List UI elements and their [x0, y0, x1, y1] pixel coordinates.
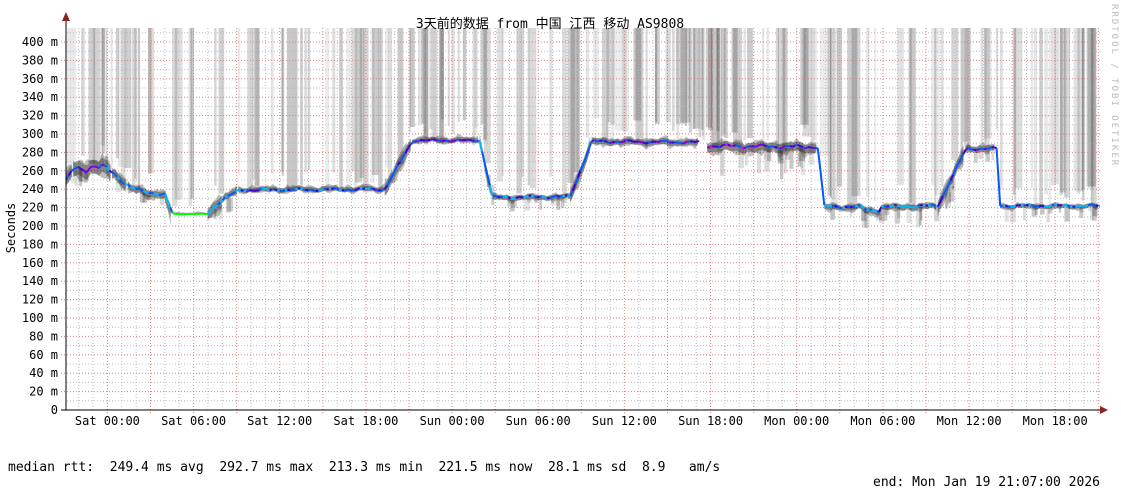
svg-text:Sat 00:00: Sat 00:00: [75, 414, 140, 428]
svg-text:Mon 00:00: Mon 00:00: [764, 414, 829, 428]
svg-text:400 m: 400 m: [22, 35, 58, 49]
svg-text:Sun 06:00: Sun 06:00: [506, 414, 571, 428]
svg-text:Mon 06:00: Mon 06:00: [850, 414, 915, 428]
svg-text:Sat 12:00: Sat 12:00: [247, 414, 312, 428]
end-time: end: Mon Jan 19 21:07:00 2026: [873, 475, 1100, 490]
svg-text:240 m: 240 m: [22, 182, 58, 196]
svg-text:0: 0: [51, 403, 58, 417]
svg-text:Sun 00:00: Sun 00:00: [420, 414, 485, 428]
svg-text:360 m: 360 m: [22, 72, 58, 86]
svg-text:340 m: 340 m: [22, 90, 58, 104]
svg-text:Sun 18:00: Sun 18:00: [678, 414, 743, 428]
svg-text:260 m: 260 m: [22, 164, 58, 178]
svg-text:60 m: 60 m: [29, 348, 58, 362]
svg-text:Mon 18:00: Mon 18:00: [1023, 414, 1088, 428]
svg-text:40 m: 40 m: [29, 366, 58, 380]
svg-text:100 m: 100 m: [22, 311, 58, 325]
median-rtt-row: median rtt: 249.4 ms avg 292.7 ms max 21…: [8, 460, 721, 475]
svg-text:Sun 12:00: Sun 12:00: [592, 414, 657, 428]
rrdtool-watermark: RRDTOOL / TOBI OETIKER: [1109, 4, 1119, 168]
svg-text:Mon 12:00: Mon 12:00: [937, 414, 1002, 428]
svg-text:380 m: 380 m: [22, 53, 58, 67]
stats-footer: median rtt: 249.4 ms avg 292.7 ms max 21…: [8, 430, 720, 494]
chart-title: 3天前的数据 from 中国 江西 移动 AS9808: [415, 17, 685, 32]
svg-text:300 m: 300 m: [22, 127, 58, 141]
svg-text:Sat 18:00: Sat 18:00: [333, 414, 398, 428]
svg-text:80 m: 80 m: [29, 329, 58, 343]
svg-text:220 m: 220 m: [22, 201, 58, 215]
svg-text:120 m: 120 m: [22, 293, 58, 307]
svg-text:20 m: 20 m: [29, 385, 58, 399]
svg-text:200 m: 200 m: [22, 219, 58, 233]
svg-text:140 m: 140 m: [22, 274, 58, 288]
svg-text:160 m: 160 m: [22, 256, 58, 270]
svg-text:180 m: 180 m: [22, 237, 58, 251]
svg-text:280 m: 280 m: [22, 145, 58, 159]
svg-text:320 m: 320 m: [22, 109, 58, 123]
svg-text:Sat 06:00: Sat 06:00: [161, 414, 226, 428]
